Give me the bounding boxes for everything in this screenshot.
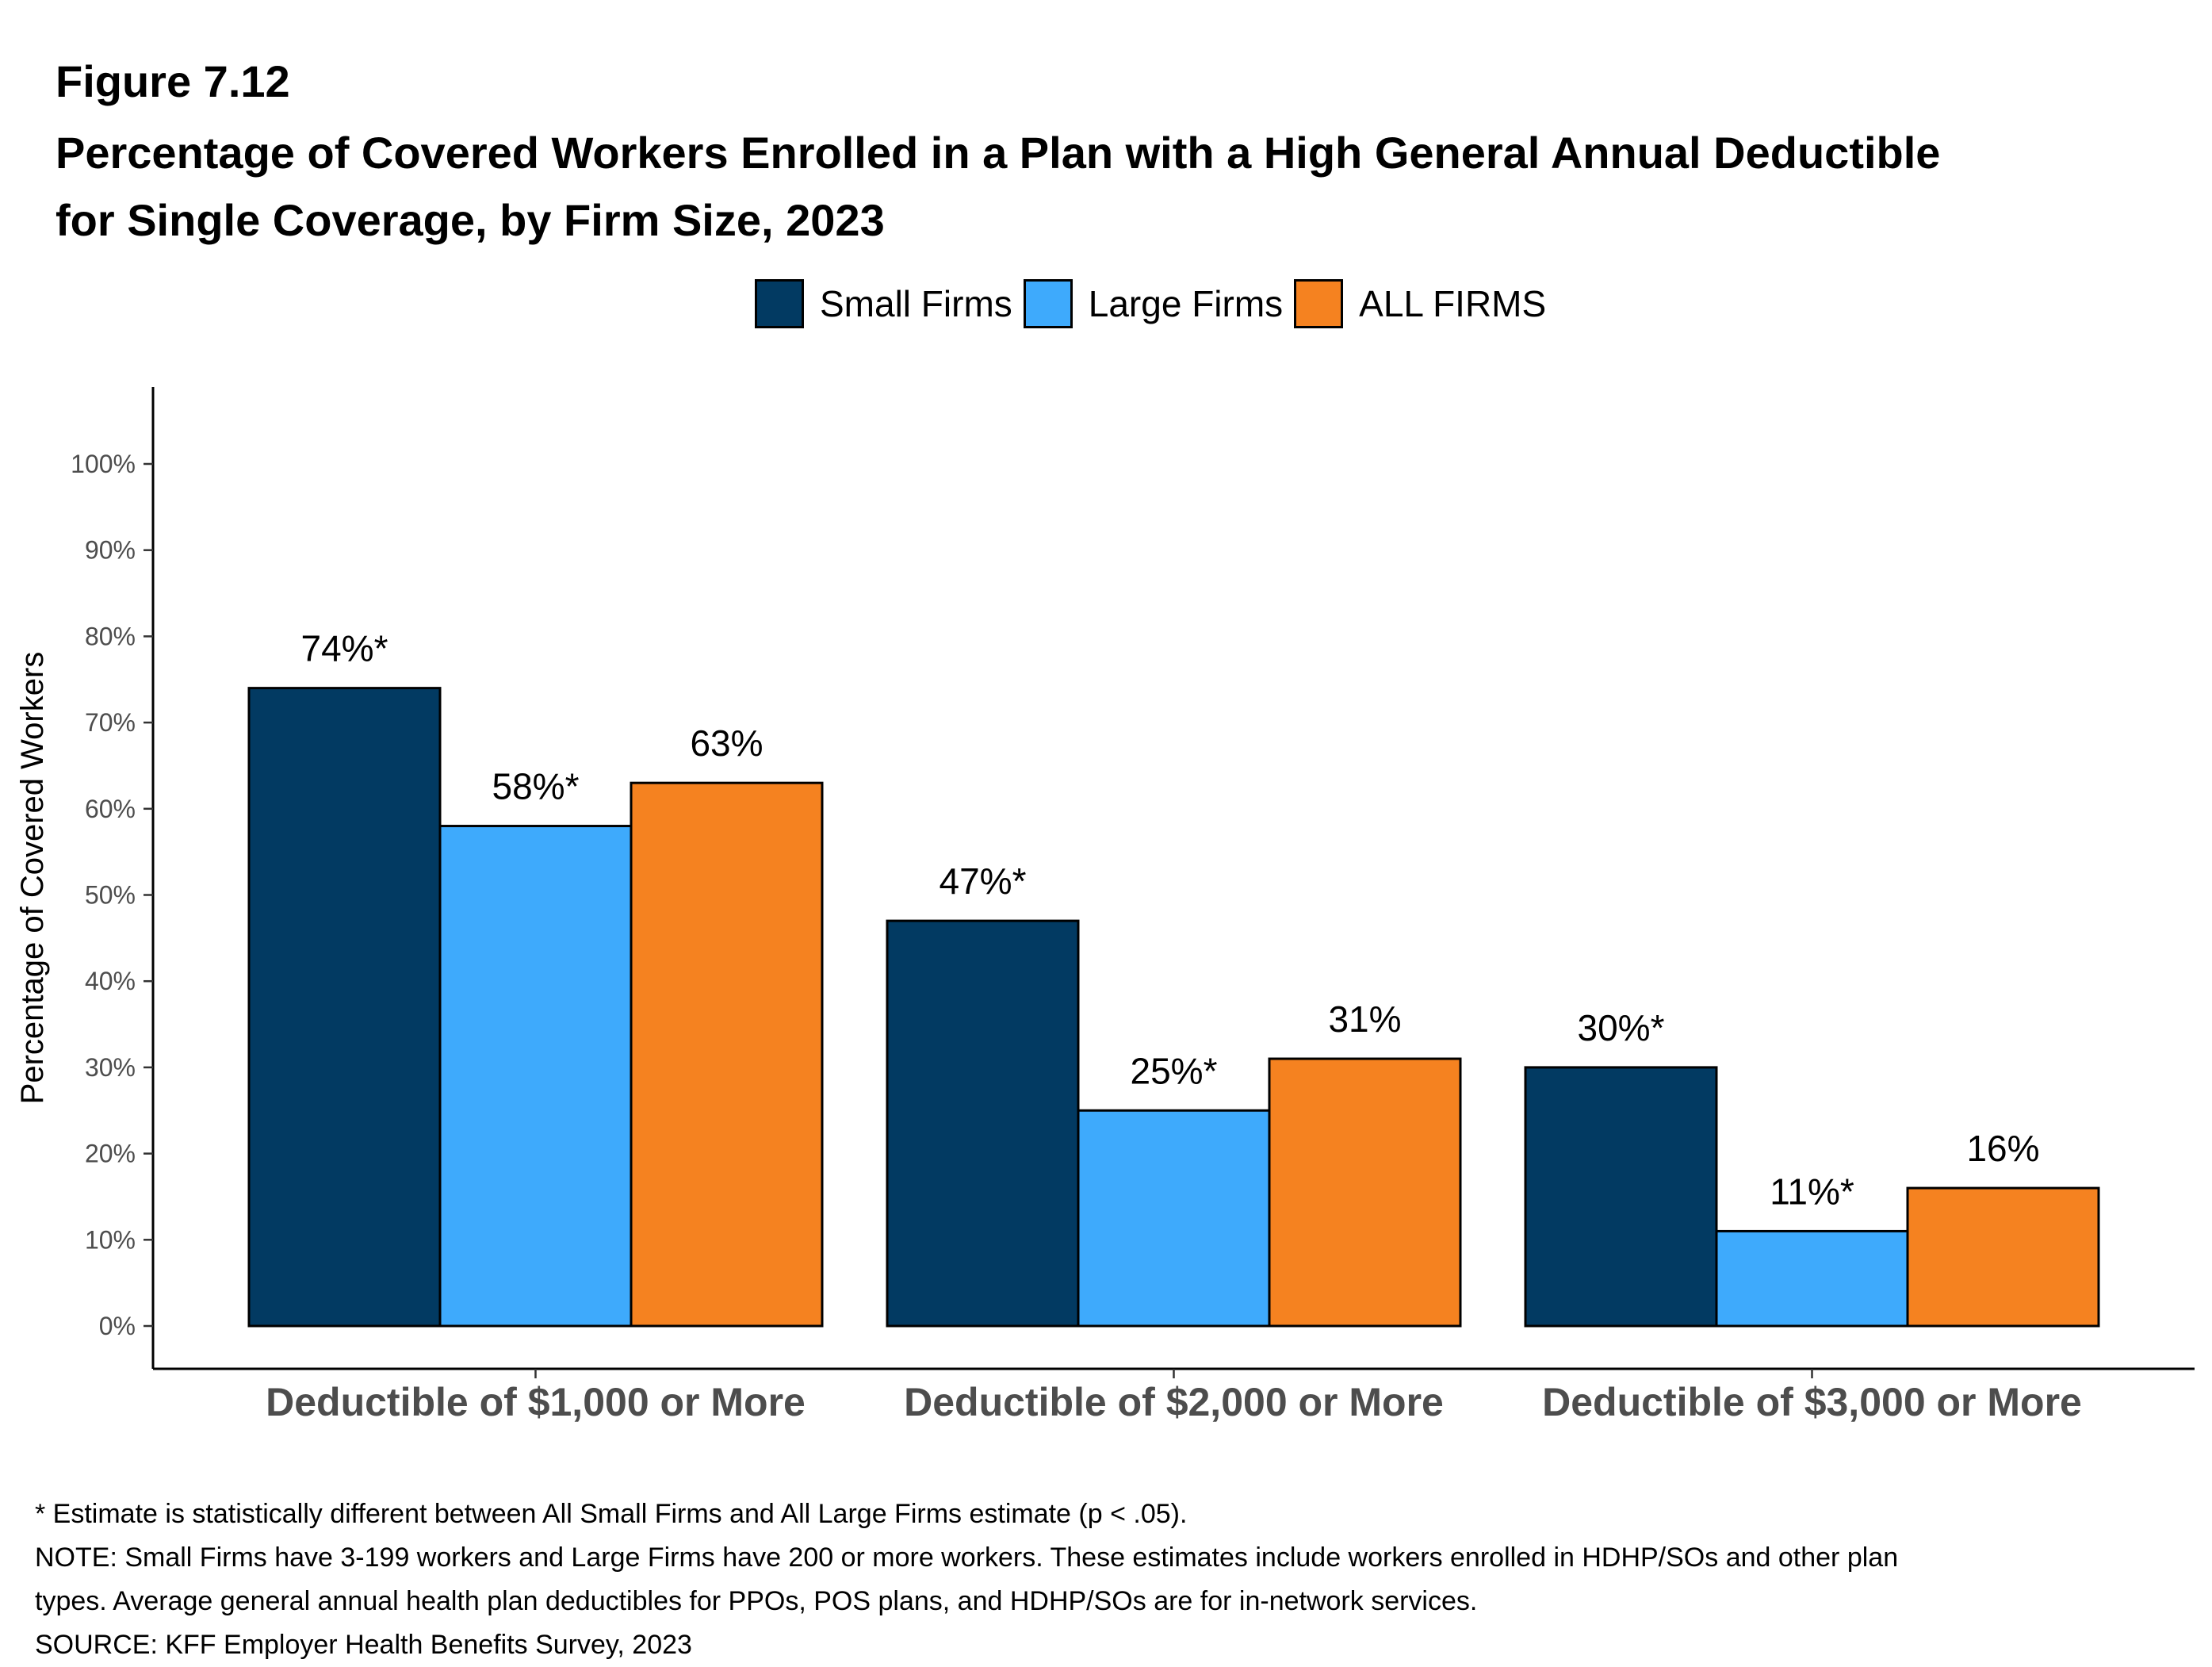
x-category-label: Deductible of $2,000 or More <box>904 1380 1444 1424</box>
bar-large-firms-3 <box>1715 1229 1909 1328</box>
legend-label-large-firms: Large Firms <box>1088 283 1284 324</box>
y-tick-label: 70% <box>85 708 136 737</box>
data-label-all-firms-1: 63% <box>690 722 763 764</box>
legend-swatch-large-firms <box>1023 279 1073 328</box>
y-tick-label: 100% <box>71 450 136 478</box>
y-tick-label: 20% <box>85 1140 136 1168</box>
bar-large-firms-2 <box>1077 1109 1271 1328</box>
footnote-source: SOURCE: KFF Employer Health Benefits Sur… <box>35 1630 692 1660</box>
bar-chart: 0% 10% 20% 30% 40% 50% 60% 70% 80% 90% 100% Percent… <box>15 387 2195 1424</box>
y-tick-label: 50% <box>85 881 136 910</box>
footnote-significance: * Estimate is statistically different be… <box>35 1499 1188 1529</box>
y-axis-title: Percentage of Covered Workers <box>15 652 50 1105</box>
chart-title-line-1: Percentage of Covered Workers Enrolled i… <box>55 128 1941 178</box>
bar-small-firms-1 <box>247 687 442 1328</box>
footnote-note-line-2: types. Average general annual health pla… <box>35 1586 1478 1616</box>
data-label-all-firms-2: 31% <box>1328 998 1401 1040</box>
y-tick-label: 10% <box>85 1225 136 1254</box>
bar-small-firms-2 <box>886 919 1080 1328</box>
data-label-all-firms-3: 16% <box>1966 1128 2039 1169</box>
legend-label-small-firms: Small Firms <box>820 283 1012 324</box>
legend-swatch-all-firms <box>1294 279 1344 328</box>
bar-small-firms-3 <box>1524 1066 1718 1328</box>
y-tick-label: 80% <box>85 622 136 650</box>
legend-swatch-small-firms <box>755 279 804 328</box>
bar-all-firms-2 <box>1268 1057 1462 1328</box>
data-label-small-firms-3: 30%* <box>1578 1007 1665 1048</box>
footnote-note-line-1: NOTE: Small Firms have 3-199 workers and… <box>35 1542 1899 1573</box>
data-label-small-firms-1: 74%* <box>301 628 388 669</box>
legend-item-small-firms: Small Firms <box>755 279 1012 328</box>
y-tick-label: 0% <box>99 1312 136 1340</box>
y-tick-label: 60% <box>85 795 136 823</box>
footnotes: * Estimate is statistically different be… <box>35 1493 2176 1667</box>
bar-all-firms-1 <box>630 781 824 1328</box>
y-tick-label: 90% <box>85 536 136 565</box>
bar-large-firms-1 <box>438 825 633 1328</box>
legend-item-all-firms: ALL FIRMS <box>1294 279 1546 328</box>
x-category-label: Deductible of $3,000 or More <box>1542 1380 2082 1424</box>
y-tick-label: 40% <box>85 967 136 995</box>
legend-item-large-firms: Large Firms <box>1023 279 1284 328</box>
data-label-large-firms-3: 11%* <box>1770 1171 1854 1212</box>
data-label-small-firms-2: 47%* <box>940 860 1027 902</box>
figure-label: Figure 7.12 <box>55 56 290 106</box>
data-label-large-firms-2: 25%* <box>1131 1050 1218 1091</box>
data-label-large-firms-1: 58%* <box>492 766 580 807</box>
chart-legend: Small Firms Large Firms ALL FIRMS <box>755 274 1557 334</box>
x-category-label: Deductible of $1,000 or More <box>266 1380 806 1424</box>
legend-label-all-firms: ALL FIRMS <box>1359 283 1547 324</box>
y-tick-label: 30% <box>85 1053 136 1082</box>
chart-title-line-2: for Single Coverage, by Firm Size, 2023 <box>55 195 885 245</box>
bar-all-firms-3 <box>1906 1186 2100 1328</box>
